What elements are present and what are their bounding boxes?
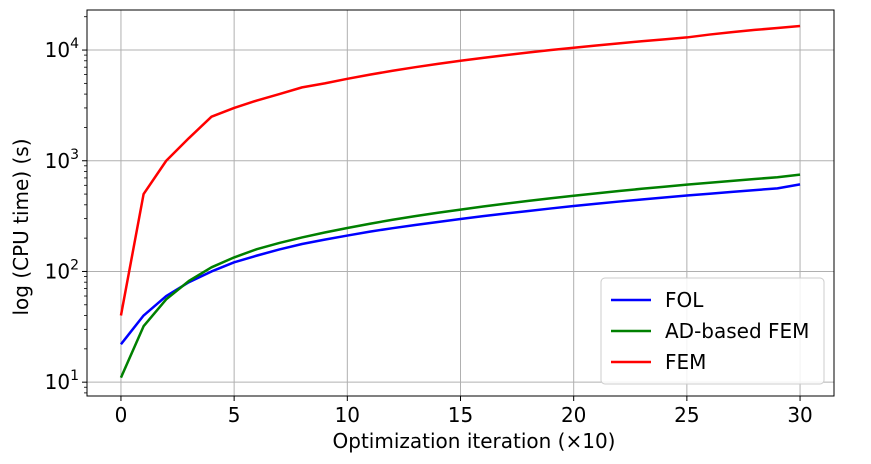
x-tick-label: 20 — [561, 403, 586, 427]
y-tick-label: 103 — [45, 147, 79, 173]
x-tick-label: 25 — [674, 403, 699, 427]
legend-label: AD-based FEM — [665, 319, 809, 343]
y-tick-label: 104 — [45, 36, 79, 62]
grid — [87, 10, 834, 396]
plot-series — [119, 24, 801, 379]
series-line-fem — [119, 24, 801, 316]
x-tick-label: 30 — [787, 403, 812, 427]
legend: FOL AD-based FEM FEM — [600, 277, 825, 385]
x-axis-label: Optimization iteration (×10) — [333, 429, 616, 453]
legend-label: FOL — [665, 288, 704, 312]
legend-label: FEM — [665, 350, 706, 374]
y-tick-label: 102 — [45, 257, 79, 283]
y-tick-label: 101 — [45, 368, 79, 394]
x-tick-label: 15 — [448, 403, 473, 427]
x-tick-label: 10 — [335, 403, 360, 427]
x-tick-label: 0 — [115, 403, 128, 427]
axis-ticks: 0 5 10 15 20 25 30 101 102 103 104 — [45, 16, 813, 427]
legend-box — [600, 277, 825, 385]
x-tick-label: 5 — [228, 403, 241, 427]
y-axis-label: log (CPU time) (s) — [9, 138, 33, 315]
series-line-ad-based-fem — [119, 173, 801, 379]
series-line-fol — [119, 183, 801, 346]
